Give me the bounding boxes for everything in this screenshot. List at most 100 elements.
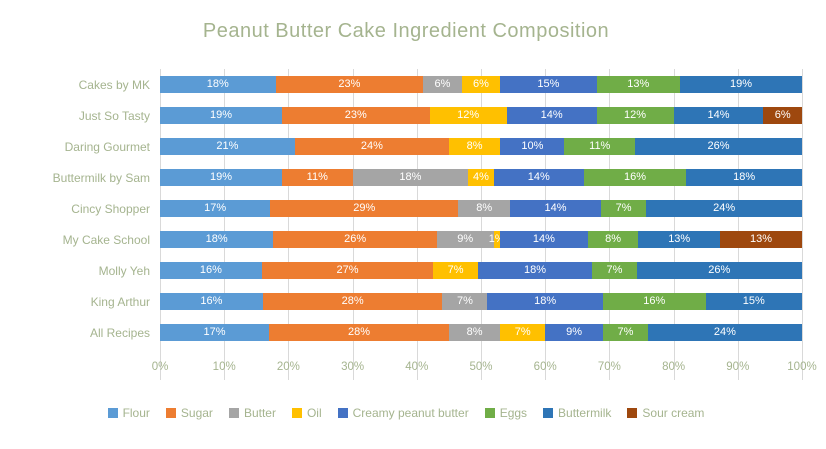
legend-item-eggs[interactable]: Eggs [484,406,527,420]
segment-data-label: 9% [566,326,582,338]
bar-segment-creamy-peanut-butter[interactable]: 14% [499,231,588,248]
legend-label: Sugar [180,406,213,420]
bar-segment-butter[interactable]: 8% [458,200,511,217]
legend-item-butter[interactable]: Butter [228,406,276,420]
bar-segment-eggs[interactable]: 7% [592,262,637,279]
category-label-my-cake-school: My Cake School [62,232,150,247]
legend-label: Flour [122,406,150,420]
bar-segment-butter[interactable]: 6% [423,76,462,93]
bar-segment-flour[interactable]: 21% [160,138,295,155]
segment-data-label: 11% [306,171,328,183]
bar-segment-eggs[interactable]: 11% [564,138,636,155]
bar-segment-eggs[interactable]: 8% [587,231,639,248]
bar-segment-eggs[interactable]: 7% [602,324,648,341]
bar-segment-oil[interactable]: 6% [461,76,501,93]
bar-segment-sugar[interactable]: 11% [281,169,353,186]
bar-segment-buttermilk[interactable]: 26% [635,138,802,155]
gridline [673,69,675,380]
bar-segment-flour[interactable]: 19% [160,169,282,186]
legend-item-sour-cream[interactable]: Sour cream [627,406,704,420]
legend-item-buttermilk[interactable]: Buttermilk [543,406,611,420]
bar-segment-buttermilk[interactable]: 24% [646,200,802,217]
legend-swatch-butter [228,408,239,418]
bar-rows: 18% 23% 6% 6% 15% 13% 19% 19% 23% 12% 14% 12% 14% 6% 2… [160,69,802,348]
bar-row: 21% 24% 8% 10% 11% 26% [160,131,802,162]
bar-segment-buttermilk[interactable]: 26% [636,262,802,279]
segment-data-label: 7% [606,264,623,276]
bar-segment-buttermilk[interactable]: 15% [705,293,802,310]
bar-segment-creamy-peanut-butter[interactable]: 9% [545,324,603,341]
gridline [352,69,354,380]
bar-segment-oil[interactable]: 7% [500,324,546,341]
x-axis-tick-label: 70% [597,361,621,373]
bar-track: 17% 29% 8% 14% 7% 24% [160,200,802,217]
bar-segment-creamy-peanut-butter[interactable]: 14% [510,200,601,217]
segment-data-label: 16% [643,295,666,307]
bar-segment-flour[interactable]: 16% [160,293,263,310]
segment-data-label: 14% [532,233,555,245]
bar-segment-buttermilk[interactable]: 18% [686,169,802,186]
bar-segment-eggs[interactable]: 13% [596,76,680,93]
segment-data-label: 14% [707,109,730,121]
bar-segment-creamy-peanut-butter[interactable]: 10% [500,138,565,155]
bar-segment-creamy-peanut-butter[interactable]: 18% [487,293,603,310]
segment-data-label: 7% [615,202,632,214]
legend-swatch-creamy-peanut-butter [337,408,348,418]
category-label-cakes-by-mk: Cakes by MK [78,77,150,92]
bar-segment-sugar[interactable]: 23% [281,107,430,124]
bar-segment-sugar[interactable]: 29% [270,200,459,217]
bar-segment-flour[interactable]: 17% [160,324,270,341]
bar-segment-sour-cream[interactable]: 6% [763,107,802,124]
gridline [545,69,547,380]
x-axis-tick-label: 100% [787,361,817,373]
category-label-king-arthur: King Arthur [90,294,150,309]
bar-segment-sugar[interactable]: 24% [294,138,449,155]
bar-segment-butter[interactable]: 8% [448,324,501,341]
legend-item-sugar[interactable]: Sugar [165,406,213,420]
segment-data-label: 13% [627,78,650,90]
legend-swatch-eggs [484,408,495,418]
bar-segment-flour[interactable]: 19% [160,107,282,124]
bar-segment-sugar[interactable]: 23% [275,76,424,93]
bar-segment-flour[interactable]: 16% [160,262,262,279]
segment-data-label: 23% [338,78,361,90]
bar-segment-buttermilk[interactable]: 19% [679,76,802,93]
bar-segment-butter[interactable]: 9% [436,231,494,248]
bar-segment-eggs[interactable]: 7% [600,200,647,217]
bar-segment-creamy-peanut-butter[interactable]: 14% [493,169,584,186]
legend-label: Butter [243,406,276,420]
bar-row: 17% 29% 8% 14% 7% 24% [160,193,802,224]
legend-swatch-oil [291,408,302,418]
bar-segment-sugar[interactable]: 28% [269,324,449,341]
segment-data-label: 4% [473,171,489,183]
bar-segment-flour[interactable]: 18% [160,76,276,93]
bar-segment-buttermilk[interactable]: 13% [638,231,721,248]
bar-segment-eggs[interactable]: 12% [596,107,674,124]
bar-segment-creamy-peanut-butter[interactable]: 18% [477,262,593,279]
legend-item-creamy-peanut-butter[interactable]: Creamy peanut butter [337,406,469,420]
legend-item-flour[interactable]: Flour [107,406,150,420]
bar-segment-flour[interactable]: 18% [160,231,274,248]
bar-segment-buttermilk[interactable]: 24% [647,324,802,341]
bar-row: 17% 28% 8% 7% 9% 7% 24% [160,317,802,348]
bar-segment-oil[interactable]: 8% [448,138,501,155]
bar-segment-oil[interactable]: 12% [429,107,507,124]
bar-segment-sugar[interactable]: 28% [262,293,443,310]
bar-segment-creamy-peanut-butter[interactable]: 14% [506,107,597,124]
bar-segment-sugar[interactable]: 26% [273,231,437,248]
bar-segment-buttermilk[interactable]: 14% [673,107,764,124]
bar-segment-eggs[interactable]: 16% [602,293,706,310]
legend-item-oil[interactable]: Oil [291,406,322,420]
segment-data-label: 24% [713,326,736,338]
bar-segment-oil[interactable]: 4% [468,169,494,186]
bar-segment-oil[interactable]: 1% [489,231,505,248]
bar-segment-flour[interactable]: 17% [160,200,271,217]
bar-segment-sour-cream[interactable]: 13% [720,231,802,248]
bar-segment-butter[interactable]: 18% [352,169,469,186]
bar-segment-eggs[interactable]: 16% [583,169,687,186]
x-axis-tick-label: 80% [662,361,686,373]
bar-segment-sugar[interactable]: 27% [261,262,434,279]
bar-segment-oil[interactable]: 7% [433,262,478,279]
bar-segment-butter[interactable]: 7% [442,293,488,310]
bar-segment-creamy-peanut-butter[interactable]: 15% [500,76,597,93]
